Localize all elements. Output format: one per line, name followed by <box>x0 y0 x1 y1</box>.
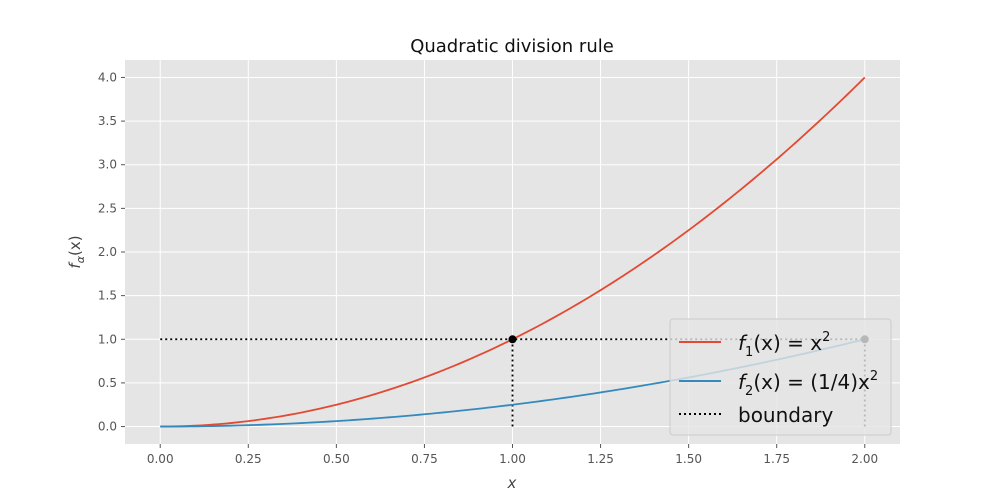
y-tick-label-8: 4.0 <box>98 70 117 84</box>
y-axis-label-sub: α <box>74 255 87 263</box>
boundary-point-0 <box>508 335 517 344</box>
x-tick-label-1: 0.25 <box>235 452 262 466</box>
y-axis-label-rest: (x) <box>66 235 84 256</box>
legend-f2-base: f <box>738 370 748 394</box>
legend-f2-sup: 2 <box>870 369 878 384</box>
x-tick-label-6: 1.50 <box>675 452 702 466</box>
y-axis-label: fα(x) <box>66 235 87 268</box>
legend: f1(x) = x2 f2(x) = (1/4)x2 boundary <box>669 318 892 436</box>
legend-f2-sub: 2 <box>745 384 753 399</box>
legend-f1-base: f <box>738 331 748 355</box>
y-tick-label-7: 3.5 <box>98 114 117 128</box>
legend-f1-sub: 1 <box>745 345 753 360</box>
legend-f2-mid: (x) = (1/4)x <box>753 370 870 394</box>
legend-f1-sup: 2 <box>822 330 830 345</box>
y-tick-label-6: 3.0 <box>98 158 117 172</box>
legend-entry-boundary: boundary <box>738 403 833 427</box>
legend-entry-f1: f1(x) = x2 <box>738 330 830 360</box>
y-tick-label-5: 2.5 <box>98 201 117 215</box>
x-tick-label-2: 0.50 <box>323 452 350 466</box>
x-axis-ticks: 0.00 0.25 0.50 0.75 1.00 1.25 1.50 1.75 2.00 <box>147 444 878 466</box>
chart-title: Quadratic division rule <box>410 36 614 57</box>
x-axis-label: x <box>507 474 517 492</box>
legend-entry-f2: f2(x) = (1/4)x2 <box>738 369 878 399</box>
y-tick-label-4: 2.0 <box>98 245 117 259</box>
y-axis-label-base: f <box>66 261 84 269</box>
y-tick-label-3: 1.5 <box>98 289 117 303</box>
legend-box <box>669 318 892 436</box>
x-tick-label-0: 0.00 <box>147 452 174 466</box>
x-tick-label-3: 0.75 <box>411 452 438 466</box>
x-tick-label-8: 2.00 <box>851 452 878 466</box>
y-tick-label-2: 1.0 <box>98 332 117 346</box>
x-tick-label-5: 1.25 <box>587 452 614 466</box>
y-tick-label-1: 0.5 <box>98 376 117 390</box>
legend-f1-mid: (x) = x <box>753 331 822 355</box>
x-tick-label-7: 1.75 <box>763 452 790 466</box>
y-axis-ticks: 0.0 0.5 1.0 1.5 2.0 2.5 3.0 3.5 4.0 <box>98 70 125 434</box>
y-tick-label-0: 0.0 <box>98 420 117 434</box>
x-tick-label-4: 1.00 <box>499 452 526 466</box>
